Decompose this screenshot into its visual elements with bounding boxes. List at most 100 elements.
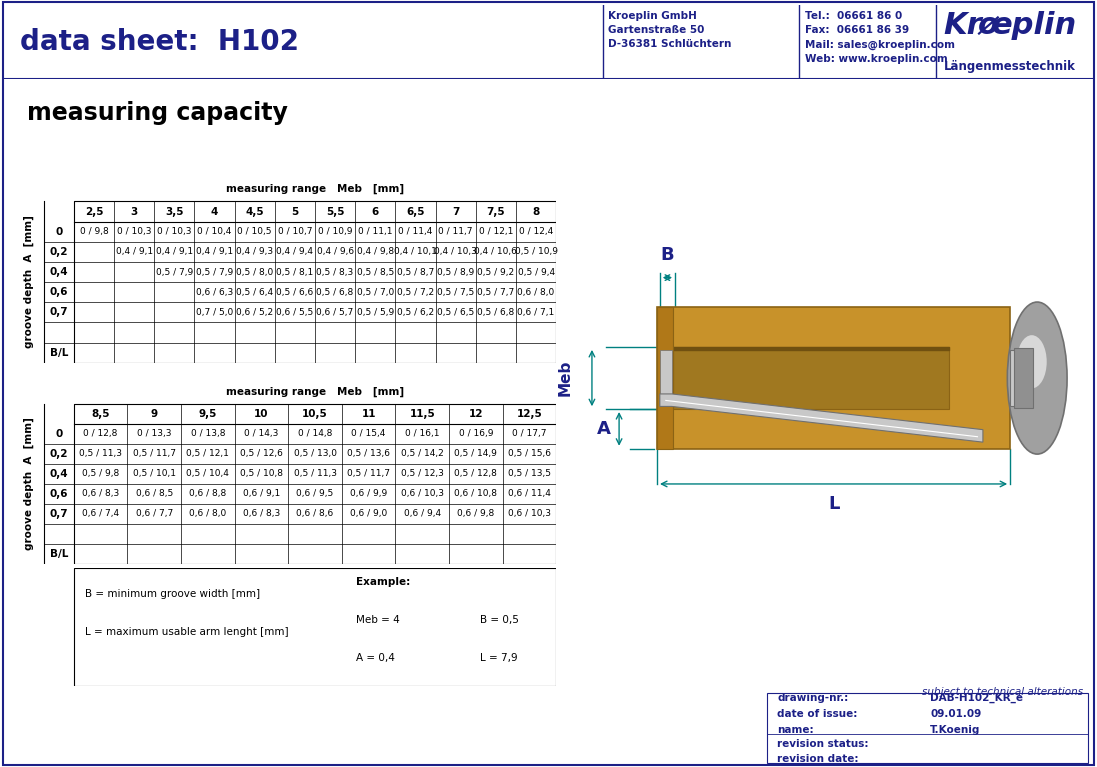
Text: 0: 0: [55, 227, 63, 237]
Text: name:: name:: [778, 725, 814, 735]
Text: 0,7 / 5,0: 0,7 / 5,0: [196, 308, 234, 317]
Text: A = 0,4: A = 0,4: [355, 653, 395, 663]
Text: eplin: eplin: [993, 11, 1077, 40]
Text: 0,4 / 9,1: 0,4 / 9,1: [196, 248, 233, 256]
Text: 0,5 / 9,4: 0,5 / 9,4: [518, 268, 555, 277]
Bar: [73, 403, 556, 564]
Text: 0,5 / 7,0: 0,5 / 7,0: [357, 288, 394, 297]
Text: 0,4 / 9,3: 0,4 / 9,3: [236, 248, 273, 256]
Text: 0,5 / 12,8: 0,5 / 12,8: [454, 469, 497, 479]
Text: data sheet:  H102: data sheet: H102: [20, 28, 298, 56]
Text: 0,5 / 6,5: 0,5 / 6,5: [437, 308, 474, 317]
Text: 0,4 / 10,6: 0,4 / 10,6: [475, 248, 518, 256]
Text: 0,6 / 11,4: 0,6 / 11,4: [508, 489, 551, 499]
Text: 0,5 / 15,6: 0,5 / 15,6: [508, 449, 551, 459]
Text: 0,6: 0,6: [49, 489, 68, 499]
Text: 0 / 11,7: 0 / 11,7: [439, 227, 473, 236]
Text: L = maximum usable arm lenght [mm]: L = maximum usable arm lenght [mm]: [84, 627, 289, 637]
Text: 10: 10: [255, 409, 269, 419]
Text: Example:: Example:: [355, 577, 410, 587]
Text: 0,5 / 11,3: 0,5 / 11,3: [294, 469, 337, 479]
Text: 0,5 / 13,6: 0,5 / 13,6: [347, 449, 391, 459]
Text: 0,5 / 7,9: 0,5 / 7,9: [156, 268, 193, 277]
Text: DAB-H102_KR_e: DAB-H102_KR_e: [930, 693, 1024, 703]
Text: 0,4: 0,4: [49, 267, 68, 277]
Text: 0,5 / 13,0: 0,5 / 13,0: [294, 449, 337, 459]
Text: 0,6 / 8,5: 0,6 / 8,5: [136, 489, 173, 499]
Text: 0,6 / 9,1: 0,6 / 9,1: [242, 489, 280, 499]
Bar: [767, 693, 1088, 763]
Text: 0,6 / 8,3: 0,6 / 8,3: [82, 489, 120, 499]
Text: 0,6 / 8,8: 0,6 / 8,8: [189, 489, 226, 499]
Text: 5: 5: [292, 206, 298, 216]
Text: B/L: B/L: [49, 347, 68, 357]
Bar: [73, 568, 556, 686]
Text: Tel.:  06661 86 0
Fax:  06661 86 39
Mail: sales@kroeplin.com
Web: www.kroeplin.c: Tel.: 06661 86 0 Fax: 06661 86 39 Mail: …: [805, 11, 954, 64]
Text: 0,5 / 9,8: 0,5 / 9,8: [82, 469, 120, 479]
Text: 0,5 / 5,9: 0,5 / 5,9: [357, 308, 394, 317]
Text: 7: 7: [452, 206, 460, 216]
Text: 0,6 / 9,0: 0,6 / 9,0: [350, 509, 387, 518]
Text: 0,2: 0,2: [49, 247, 68, 257]
Text: 0,5 / 6,8: 0,5 / 6,8: [317, 288, 353, 297]
Text: 0,6 / 5,2: 0,6 / 5,2: [236, 308, 273, 317]
Text: 0 / 14,8: 0 / 14,8: [298, 430, 332, 438]
Text: 0,5 / 12,3: 0,5 / 12,3: [400, 469, 443, 479]
Text: 0 / 10,3: 0 / 10,3: [117, 227, 151, 236]
Text: Meb = 4: Meb = 4: [355, 615, 399, 625]
Text: 3,5: 3,5: [166, 206, 183, 216]
Text: B/L: B/L: [49, 548, 68, 558]
Text: 0 / 11,1: 0 / 11,1: [358, 227, 393, 236]
Text: 9: 9: [150, 409, 158, 419]
Text: 0,6 / 7,7: 0,6 / 7,7: [136, 509, 173, 518]
Text: 0,5 / 6,2: 0,5 / 6,2: [397, 308, 434, 317]
Text: 0,6 / 10,3: 0,6 / 10,3: [400, 489, 443, 499]
Text: 3: 3: [131, 206, 138, 216]
Text: Meb: Meb: [558, 360, 573, 397]
Text: 5,5: 5,5: [326, 206, 344, 216]
Text: 0,5 / 8,9: 0,5 / 8,9: [437, 268, 474, 277]
Text: 0,5 / 8,1: 0,5 / 8,1: [276, 268, 314, 277]
Text: L = 7,9: L = 7,9: [480, 653, 518, 663]
Text: 12: 12: [468, 409, 483, 419]
Bar: [73, 201, 556, 363]
Text: 0,5 / 9,2: 0,5 / 9,2: [477, 268, 514, 277]
Text: 0,5 / 6,8: 0,5 / 6,8: [477, 308, 514, 317]
Text: 0,6 / 9,9: 0,6 / 9,9: [350, 489, 387, 499]
Polygon shape: [659, 394, 983, 442]
Text: 0 / 10,3: 0 / 10,3: [157, 227, 192, 236]
Text: 0,5 / 13,5: 0,5 / 13,5: [508, 469, 551, 479]
Text: B: B: [660, 246, 675, 264]
Text: 0,5 / 11,3: 0,5 / 11,3: [79, 449, 122, 459]
Text: 0 / 11,4: 0 / 11,4: [398, 227, 432, 236]
Text: subject to technical alterations: subject to technical alterations: [921, 687, 1083, 697]
Text: Längenmesstechnik: Längenmesstechnik: [945, 60, 1076, 73]
Ellipse shape: [1017, 335, 1047, 388]
Bar: [1015, 348, 1033, 408]
Text: 0 / 14,3: 0 / 14,3: [245, 430, 279, 438]
Text: 0 / 9,8: 0 / 9,8: [80, 227, 109, 236]
Text: 0,5 / 7,2: 0,5 / 7,2: [397, 288, 434, 297]
Text: groove depth  A  [mm]: groove depth A [mm]: [24, 216, 34, 348]
Text: 0,5 / 12,6: 0,5 / 12,6: [240, 449, 283, 459]
Text: 0,5 / 11,7: 0,5 / 11,7: [347, 469, 391, 479]
Text: 0 / 12,8: 0 / 12,8: [83, 430, 117, 438]
Text: 4: 4: [211, 206, 218, 216]
Text: 0,7: 0,7: [49, 509, 68, 518]
Text: 0 / 10,7: 0 / 10,7: [278, 227, 313, 236]
Text: 0,4 / 9,1: 0,4 / 9,1: [156, 248, 193, 256]
Text: 0,4 / 9,8: 0,4 / 9,8: [357, 248, 394, 256]
Text: 0,5 / 10,4: 0,5 / 10,4: [186, 469, 229, 479]
Text: 0,5 / 8,7: 0,5 / 8,7: [397, 268, 434, 277]
Text: 0,6 / 9,8: 0,6 / 9,8: [457, 509, 495, 518]
Text: ø: ø: [977, 11, 998, 40]
Text: 0 / 16,9: 0 / 16,9: [459, 430, 493, 438]
Text: Kroeplin GmbH
Gartenstraße 50
D-36381 Schlüchtern: Kroeplin GmbH Gartenstraße 50 D-36381 Sc…: [609, 11, 732, 49]
Text: revision date:: revision date:: [778, 753, 859, 763]
Text: 11: 11: [361, 409, 376, 419]
Text: 4,5: 4,5: [246, 206, 264, 216]
Text: 0 / 12,4: 0 / 12,4: [519, 227, 553, 236]
Text: 10,5: 10,5: [302, 409, 328, 419]
Text: 0 / 13,8: 0 / 13,8: [191, 430, 225, 438]
Text: 0 / 13,3: 0 / 13,3: [137, 430, 171, 438]
